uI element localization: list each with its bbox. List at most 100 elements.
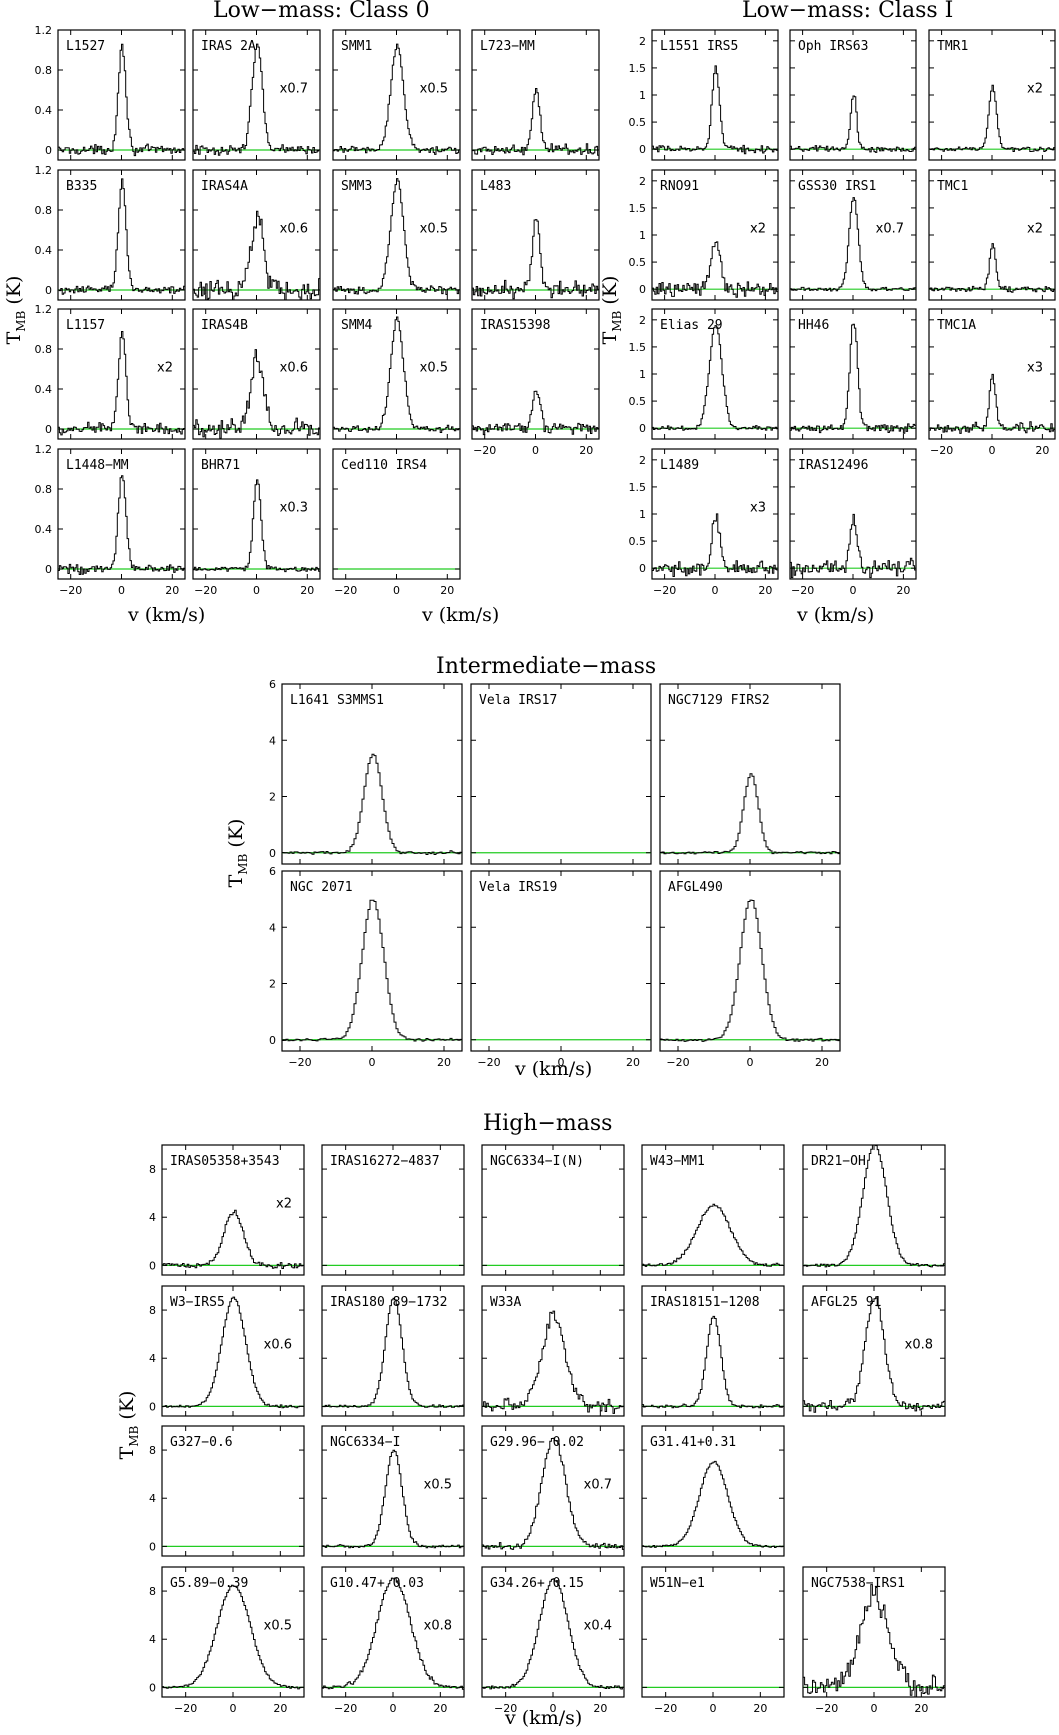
y-tick-label: 0.8 <box>35 204 53 217</box>
spectrum-line <box>929 84 1056 152</box>
y-tick-label: 0 <box>639 143 646 156</box>
x-tick-label: 0 <box>550 1702 557 1715</box>
scale-factor-label: x0.5 <box>420 360 448 375</box>
xlabel-intermediate: v (km/s) <box>515 1058 593 1080</box>
source-name-label: AFGL490 <box>668 880 723 895</box>
spectrum-line <box>660 899 841 1042</box>
spectrum-line <box>322 1297 465 1408</box>
chart-section-0: 0 0.4 0.8 1.2 L1527 IRAS 2A x0.7 SMM1 x0.5 L723−M… <box>35 24 600 597</box>
spectrum-line <box>652 325 779 431</box>
x-tick-label: 0 <box>558 1056 565 1069</box>
y-tick-label: 8 <box>149 1304 156 1317</box>
y-tick-label: 0 <box>149 1259 156 1272</box>
spectrum-line <box>162 1584 305 1690</box>
svg-text:TMB (K): TMB (K) <box>599 276 624 345</box>
spectrum-panel: W33A <box>481 1285 625 1417</box>
source-name-label: G5.89−0.39 <box>170 1576 248 1591</box>
x-tick-label: −20 <box>494 1702 517 1715</box>
source-name-label: L1489 <box>660 458 699 473</box>
source-name-label: L1641 S3MMS1 <box>290 693 384 708</box>
ylabel-class1: TMB (K) <box>599 276 624 345</box>
spectrum-line <box>282 753 463 855</box>
y-tick-label: 2 <box>639 175 646 188</box>
spectrum-panel: DR21−OH <box>802 1144 946 1276</box>
source-name-label: G327−0.6 <box>170 1435 233 1450</box>
spectrum-line <box>58 475 186 575</box>
spectrum-line <box>333 178 461 295</box>
x-tick-label: 20 <box>440 584 454 597</box>
spectrum-panel: NGC6334−I(N) <box>481 1144 625 1276</box>
spectrum-line <box>482 1578 625 1690</box>
spectrum-panel: −20 0 20 Ced110 IRS4 <box>332 448 461 597</box>
spectrum-panel: IRAS4A x0.6 <box>192 169 321 301</box>
spectrum-line <box>652 241 779 298</box>
scale-factor-label: x0.7 <box>876 221 904 236</box>
x-tick-label: 0 <box>871 1702 878 1715</box>
x-tick-label: −20 <box>791 584 814 597</box>
spectrum-line <box>472 390 600 436</box>
x-tick-label: 0 <box>390 1702 397 1715</box>
x-tick-label: 0 <box>230 1702 237 1715</box>
y-tick-label: 0 <box>149 1681 156 1694</box>
spectrum-line <box>333 316 461 433</box>
chart-section-3: 0 4 8 IRAS05358+3543 x2 IRAS16272−4837 NGC6334… <box>149 1144 946 1715</box>
source-name-label: L1527 <box>66 39 105 54</box>
scale-factor-label: x0.7 <box>584 1477 612 1492</box>
svg-text:TMB (K): TMB (K) <box>116 1391 141 1460</box>
scale-factor-label: x0.5 <box>424 1477 452 1492</box>
ylabel-intermediate: TMB (K) <box>225 819 250 888</box>
spectrum-panel: IRAS4B x0.6 <box>192 308 321 440</box>
scale-factor-label: x0.6 <box>264 1337 292 1352</box>
source-name-label: L1157 <box>66 318 105 333</box>
y-tick-label: 8 <box>149 1585 156 1598</box>
y-tick-label: 6 <box>269 865 276 878</box>
panel-frame <box>470 683 652 865</box>
spectrum-panel: 0 0.4 0.8 1.2 L1157 x2 <box>35 303 186 440</box>
y-tick-label: 0 <box>639 562 646 575</box>
scale-factor-label: x0.8 <box>424 1618 452 1633</box>
scale-factor-label: x3 <box>750 500 766 515</box>
y-tick-label: 2 <box>269 791 276 804</box>
spectrum-line <box>642 1315 785 1409</box>
spectrum-panel: 0 4 8 −20 0 20 G5.89−0.39 x0.5 <box>149 1566 305 1715</box>
spectrum-line <box>58 331 186 436</box>
spectrum-panel: IRAS 2A x0.7 <box>192 29 321 161</box>
x-tick-label: −20 <box>477 1056 500 1069</box>
scale-factor-label: x0.6 <box>280 221 308 236</box>
scale-factor-label: x2 <box>157 360 173 375</box>
y-tick-label: 4 <box>269 921 276 934</box>
panel-frame <box>281 683 463 865</box>
spectrum-panel: −20 0 20 Vela IRS19 <box>470 870 652 1069</box>
x-tick-label: −20 <box>59 584 82 597</box>
spectrum-panel: 0 2 4 6 −20 0 20 NGC 2071 <box>269 865 463 1069</box>
source-name-label: IRAS4B <box>201 318 248 333</box>
y-tick-label: 0.4 <box>35 383 53 396</box>
spectrum-panel: Oph IRS63 <box>789 29 917 161</box>
source-name-label: W33A <box>490 1295 521 1310</box>
source-name-label: NGC6334−I <box>330 1435 400 1450</box>
spectrum-panel: L723−MM <box>471 29 600 161</box>
spectrum-panel: −20 0 20 BHR71 x0.3 <box>192 448 321 597</box>
spectrum-panel: NGC7129 FIRS2 <box>659 683 841 865</box>
xlabel-class0-right: v (km/s) <box>422 604 500 626</box>
y-tick-label: 0.5 <box>629 395 647 408</box>
scale-factor-label: x2 <box>1027 221 1043 236</box>
scale-factor-label: x0.8 <box>905 1337 933 1352</box>
source-name-label: W3−IRS5 <box>170 1295 225 1310</box>
y-tick-label: 0.5 <box>629 535 647 548</box>
spectrum-panel: 0 4 8 IRAS05358+3543 x2 <box>149 1144 305 1276</box>
spectrum-line <box>652 513 779 577</box>
spectrum-line <box>803 1297 946 1413</box>
spectrum-line <box>929 243 1056 293</box>
spectrum-line <box>58 43 186 157</box>
source-name-label: RNO91 <box>660 179 699 194</box>
scale-factor-label: x2 <box>750 221 766 236</box>
y-tick-label: 0.4 <box>35 523 53 536</box>
source-name-label: Elias 29 <box>660 318 723 333</box>
x-tick-label: −20 <box>815 1702 838 1715</box>
y-tick-label: 0.4 <box>35 104 53 117</box>
panel-frame <box>281 870 463 1052</box>
y-tick-label: 0.4 <box>35 244 53 257</box>
scale-factor-label: x0.6 <box>280 360 308 375</box>
spectrum-panel: G31.41+0.31 <box>641 1425 785 1557</box>
